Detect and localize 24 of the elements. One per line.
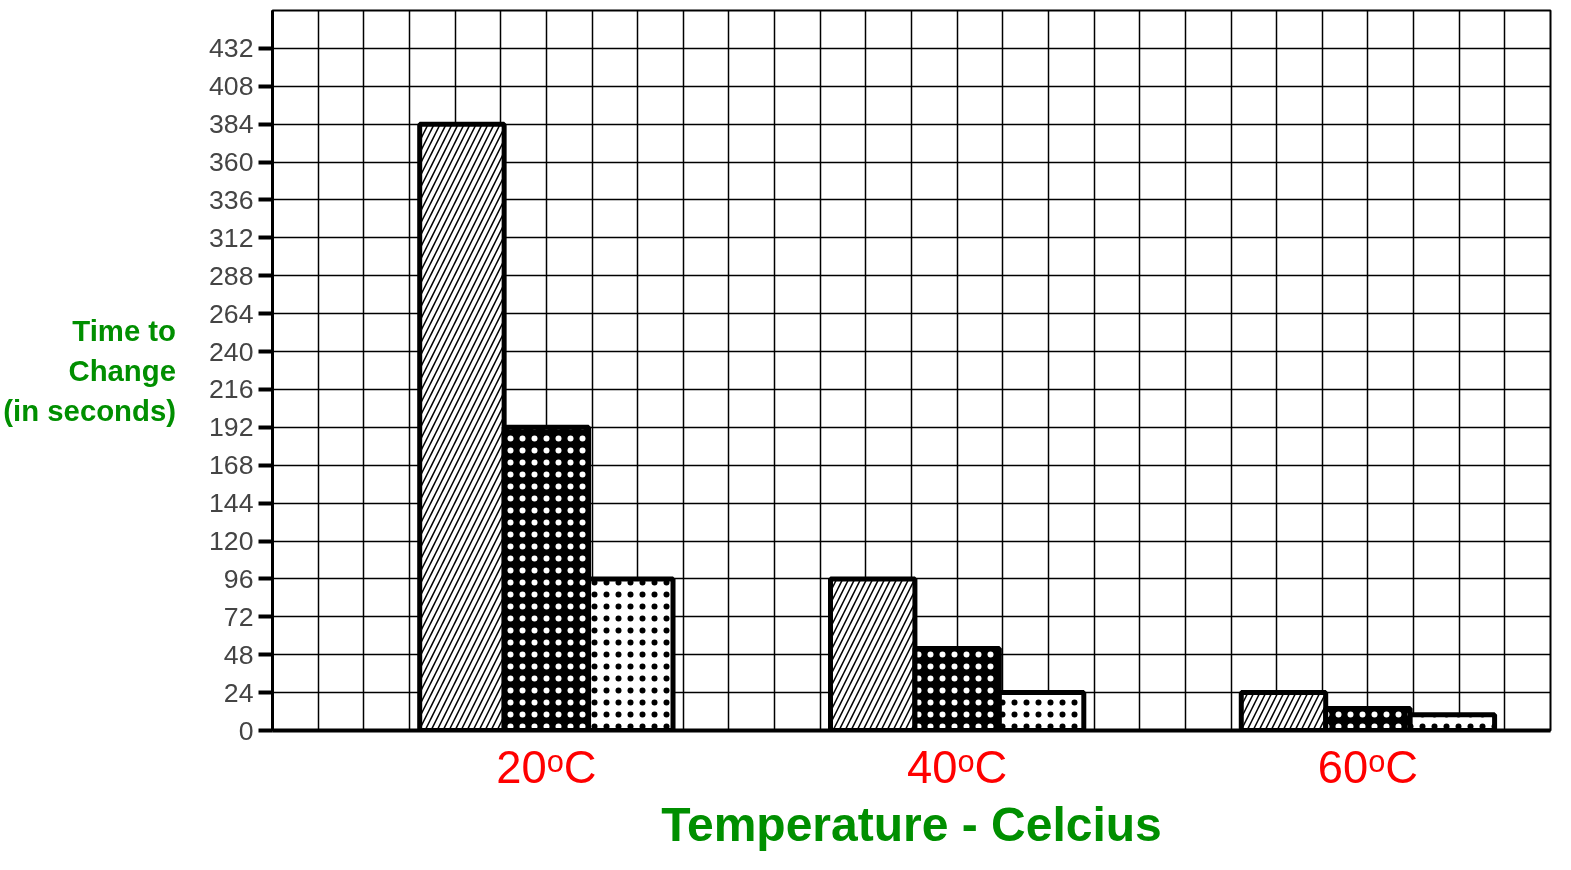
x-tick-label: 40ᵒC bbox=[907, 741, 1008, 793]
x-tick-label: 60ᵒC bbox=[1317, 741, 1419, 793]
y-axis-title: Time to Change (in seconds) bbox=[3, 314, 177, 427]
y-tick-label: 312 bbox=[209, 222, 254, 253]
x-axis-title: Temperature - Celcius bbox=[661, 797, 1162, 851]
y-tick-label: 384 bbox=[209, 109, 254, 140]
y-tick-label: 216 bbox=[209, 374, 254, 405]
y-tick-label: 120 bbox=[209, 526, 254, 557]
y-tick-label: 192 bbox=[209, 412, 254, 443]
x-tick-label: 20ᵒC bbox=[496, 741, 597, 793]
y-tick-label: 408 bbox=[209, 71, 254, 102]
y-tick-label: 360 bbox=[209, 147, 254, 178]
y-tick-label: 144 bbox=[209, 488, 254, 519]
y-tick-label: 168 bbox=[209, 450, 254, 481]
y-tick-label: 288 bbox=[209, 260, 254, 291]
y-tick-label: 24 bbox=[223, 677, 254, 708]
y-tick-label: 0 bbox=[238, 715, 254, 746]
y-tick-label: 96 bbox=[223, 563, 254, 594]
y-tick-label: 48 bbox=[223, 639, 254, 670]
y-tick-label: 336 bbox=[209, 184, 254, 215]
y-tick-label: 264 bbox=[209, 298, 254, 329]
y-tick-label: 72 bbox=[223, 601, 254, 632]
y-tick-label: 240 bbox=[209, 336, 254, 367]
y-tick-label: 432 bbox=[209, 33, 254, 64]
